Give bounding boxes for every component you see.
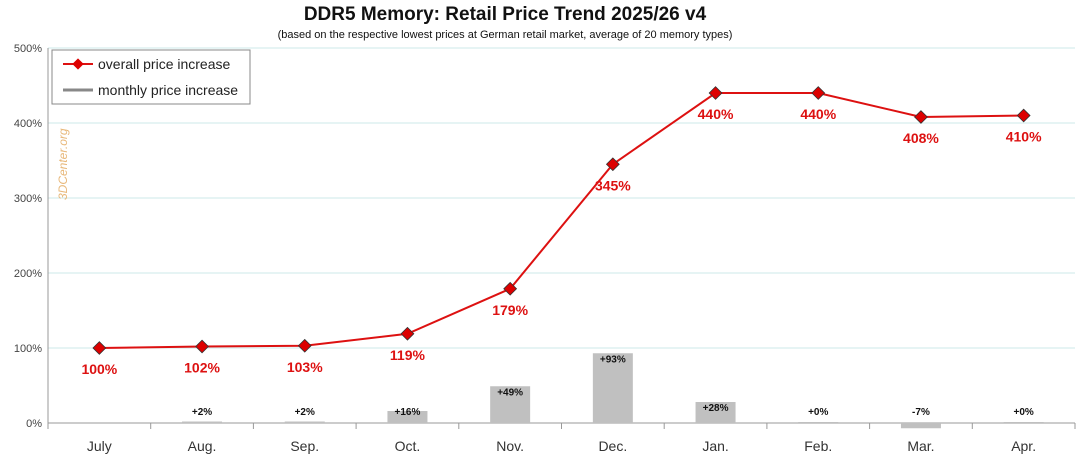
monthly-bar [284, 421, 325, 423]
x-tick-label: July [87, 438, 112, 454]
overall-point-marker [914, 110, 928, 124]
overall-point-marker [503, 281, 518, 296]
x-tick-label: Aug. [188, 438, 217, 454]
monthly-bar [387, 411, 428, 423]
monthly-bars [182, 353, 1044, 429]
monthly-bar [1003, 422, 1044, 423]
x-tick-label: Nov. [496, 438, 524, 454]
overall-point-label: 103% [287, 359, 323, 375]
x-tick-label: Apr. [1011, 438, 1036, 454]
monthly-bar-label: +0% [1014, 407, 1034, 418]
y-tick-label: 0% [26, 418, 42, 430]
gridlines [48, 47, 1075, 349]
legend-label-monthly: monthly price increase [98, 82, 238, 98]
y-tick-label: 200% [14, 268, 42, 280]
x-tick-label: Oct. [395, 438, 421, 454]
monthly-bar [695, 402, 736, 423]
overall-price-line [99, 92, 1024, 349]
y-tick-label: 100% [14, 343, 42, 355]
overall-point-label: 410% [1006, 129, 1042, 145]
monthly-bar-label: +2% [295, 407, 315, 418]
overall-point-label: 119% [390, 347, 426, 363]
overall-point-label: 102% [184, 360, 220, 376]
x-tick-label: Mar. [907, 438, 934, 454]
y-tick-label: 400% [14, 118, 42, 130]
monthly-bar [490, 386, 531, 423]
overall-point-marker [92, 341, 107, 355]
monthly-bar-label: +2% [192, 407, 212, 418]
overall-point-marker [195, 339, 209, 354]
overall-point-label: 100% [81, 361, 117, 377]
monthly-bar-label: +0% [808, 407, 828, 418]
legend-label-overall: overall price increase [98, 56, 230, 72]
legend-box [51, 49, 251, 105]
overall-point-marker [708, 86, 723, 100]
overall-point-marker [297, 338, 312, 353]
overall-line [92, 86, 1031, 355]
overall-point-label: 440% [800, 106, 836, 122]
y-tick-label: 300% [14, 193, 42, 205]
data-labels: +2% +2% +16% +49% +93% +28% +0% -7% +0% 100% 102% 1… [81, 106, 1042, 418]
monthly-bar-label: -7% [912, 407, 930, 418]
chart-title: DDR5 Memory: Retail Price Trend 2025/26 … [303, 4, 707, 25]
overall-point-marker [811, 86, 826, 100]
watermark-text: 3DCenter.org [56, 128, 70, 200]
overall-point-label: 345% [595, 177, 631, 193]
monthly-bar [900, 423, 941, 429]
monthly-bar [182, 421, 223, 423]
x-tick-label: Jan. [702, 438, 728, 454]
x-tick-label: Feb. [804, 438, 832, 454]
overall-point-marker [400, 326, 415, 341]
monthly-bar [592, 353, 633, 423]
monthly-bar [798, 422, 839, 423]
overall-point-marker [605, 157, 620, 172]
overall-point-marker [1016, 108, 1031, 123]
chart-subtitle: (based on the respective lowest prices a… [277, 29, 733, 41]
y-tick-label: 500% [14, 43, 42, 55]
monthly-bar-label: +16% [395, 407, 421, 418]
overall-point-label: 408% [903, 130, 939, 146]
overall-point-label: 440% [698, 106, 734, 122]
legend: overall price increase monthly price inc… [51, 49, 251, 105]
monthly-bar-label: +49% [497, 387, 523, 398]
x-tick-label: Dec. [598, 438, 627, 454]
x-tick-label: Sep. [290, 438, 319, 454]
overall-point-label: 179% [492, 302, 528, 318]
monthly-bar-label: +28% [703, 403, 729, 414]
monthly-bar-label: +93% [600, 354, 626, 365]
